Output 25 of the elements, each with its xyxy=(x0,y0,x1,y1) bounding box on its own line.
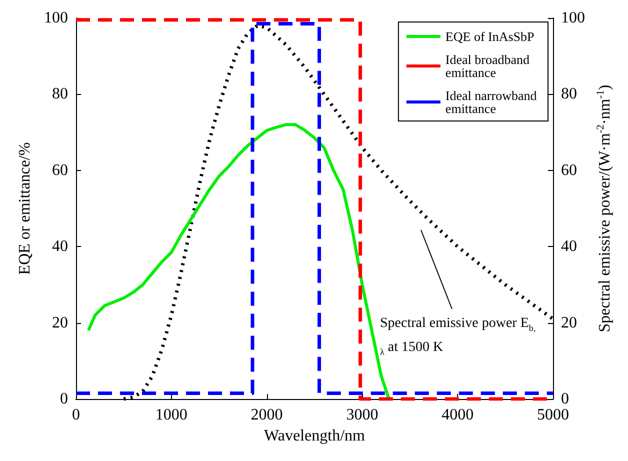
y2-tick-label: 60 xyxy=(561,162,577,179)
x-tick-label: 4000 xyxy=(442,406,474,424)
y2-tick-label: 100 xyxy=(561,10,585,26)
x-tick-label: 2000 xyxy=(250,406,283,424)
y-tick-label: 100 xyxy=(44,10,68,26)
y2-tick-label: 20 xyxy=(561,314,577,332)
y2-axis-title: Spectral emissive power/(W·m-2·nm-1) xyxy=(595,84,614,332)
y2-tick-label: 0 xyxy=(561,390,569,408)
x-tick-label: 5000 xyxy=(537,406,569,424)
x-axis-title: Wavelength/nm xyxy=(264,427,366,444)
text: Spectral emissive power E$_{b,}$ $_{λ}$ at 1500 K xyxy=(380,316,536,357)
x-tick-label: 0 xyxy=(72,406,80,424)
x-tick-label: 3000 xyxy=(346,406,378,424)
y-tick-label: 20 xyxy=(52,314,68,332)
x-tick-label: 1000 xyxy=(155,406,188,424)
y-tick-label: 80 xyxy=(52,86,68,103)
y-tick-label: 40 xyxy=(52,238,68,256)
y-tick-label: 0 xyxy=(60,390,68,408)
y-axis-title: EQE or emittance/% xyxy=(16,142,34,275)
y2-tick-label: 40 xyxy=(561,238,577,256)
legend-label: Ideal broadband emittance xyxy=(445,52,533,80)
legend-label: EQE of InAsSbP xyxy=(445,29,534,44)
y2-tick-label: 80 xyxy=(561,86,577,103)
legend-label: Ideal narrowband emittance xyxy=(445,88,540,116)
y-tick-label: 60 xyxy=(52,162,68,179)
